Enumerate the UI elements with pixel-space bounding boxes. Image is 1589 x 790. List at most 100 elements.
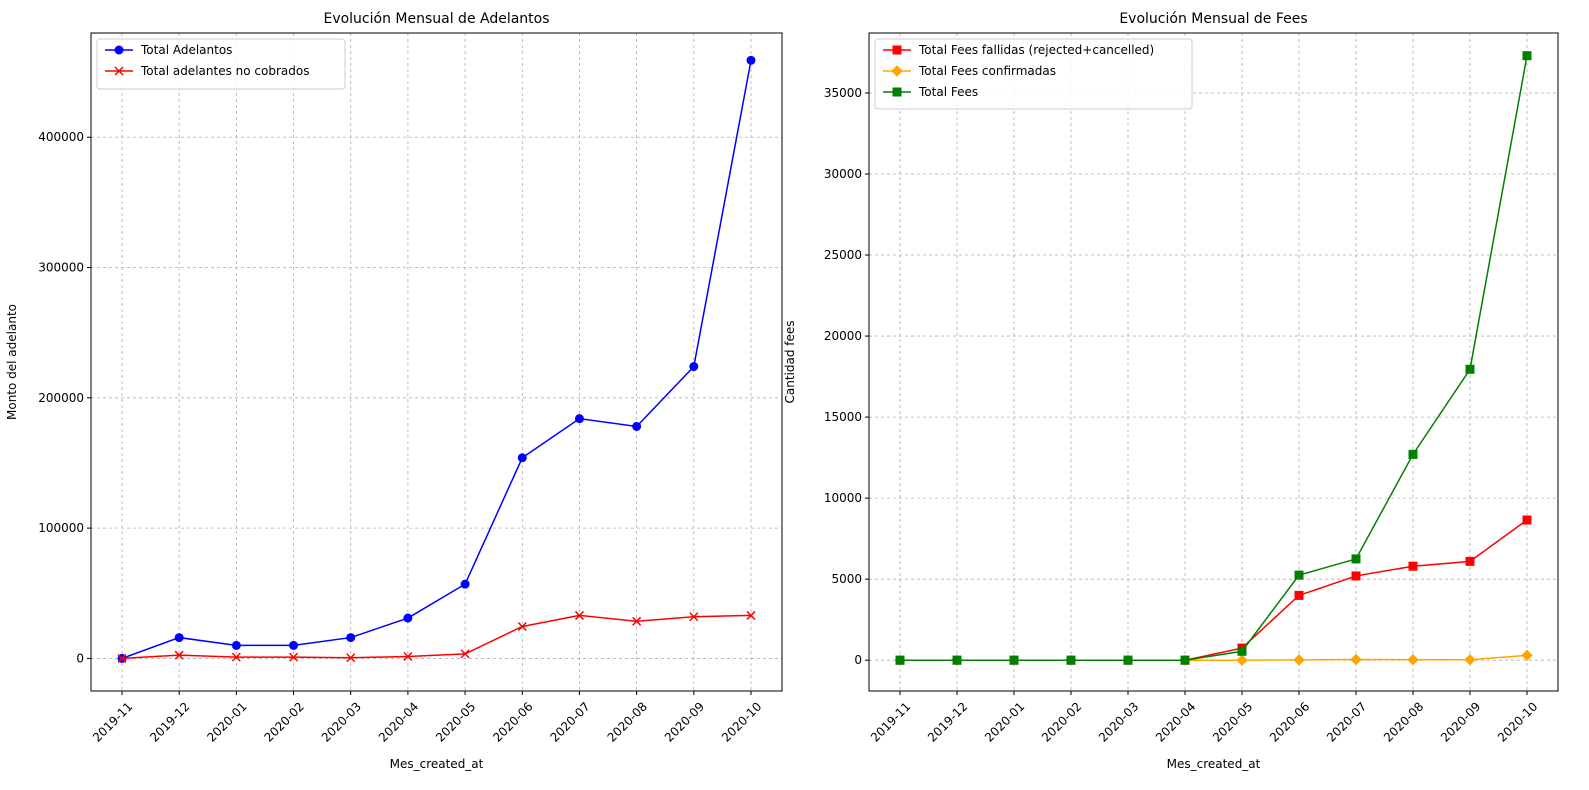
- series-line-1: [900, 519, 1528, 661]
- legend-label: Total Fees: [918, 85, 978, 99]
- data-point: [346, 653, 356, 663]
- y-tick-label: 10000: [824, 491, 862, 505]
- data-point: [689, 362, 699, 372]
- data-point: [1066, 655, 1076, 665]
- chart-title: Evolución Mensual de Adelantos: [323, 11, 549, 27]
- legend-marker: [892, 45, 902, 55]
- data-point: [1521, 649, 1533, 662]
- data-point: [517, 453, 527, 463]
- plot-frame: [90, 32, 783, 692]
- y-tick-label: 15000: [824, 410, 862, 424]
- data-point: [746, 610, 756, 620]
- chart-title: Evolución Mensual de Fees: [1119, 11, 1307, 27]
- data-point: [1180, 655, 1190, 665]
- y-tick-label: 0: [854, 653, 862, 667]
- data-point: [689, 612, 699, 622]
- x-tick-label: 2020-06: [1267, 699, 1312, 744]
- x-tick-label: 2020-06: [490, 699, 535, 744]
- data-point: [895, 655, 905, 665]
- legend-marker: [892, 87, 902, 97]
- data-point: [403, 613, 413, 623]
- y-axis-label: Monto del adelanto: [5, 304, 19, 420]
- legend-marker: [891, 65, 903, 77]
- x-tick-label: 2019-11: [868, 699, 913, 744]
- x-tick-label: 2020-01: [204, 699, 249, 744]
- chart-2: 2019-11 2019-12 2020-01 2020-02 2020-03 2020-…: [783, 11, 1559, 771]
- legend-marker: [114, 66, 124, 76]
- legend-marker: [114, 45, 124, 55]
- x-tick-label: 2020-04: [376, 699, 421, 744]
- legend-label: Total Adelantos: [140, 43, 232, 57]
- data-point: [1522, 515, 1532, 525]
- y-tick-label: 30000: [824, 167, 862, 181]
- x-axis-label: Mes_created_at: [390, 757, 484, 771]
- x-tick-label: 2019-12: [147, 699, 192, 744]
- legend: Total Fees fallidas (rejected+cancelled)…: [874, 38, 1193, 110]
- data-point: [460, 649, 470, 659]
- data-point: [1465, 364, 1475, 374]
- legend-label: Total Fees fallidas (rejected+cancelled): [918, 43, 1154, 57]
- x-tick-label: 2020-07: [547, 699, 592, 744]
- x-tick-label: 2020-03: [319, 699, 364, 744]
- data-point: [517, 621, 527, 632]
- x-tick-label: 2020-10: [719, 699, 764, 744]
- x-tick-label: 2020-05: [1210, 699, 1255, 744]
- legend: Total Adelantos Total adelantes no cobrad…: [96, 38, 346, 90]
- x-tick-label: 2020-02: [1039, 699, 1084, 744]
- data-point: [632, 421, 642, 431]
- data-point: [1465, 556, 1475, 566]
- y-tick-label: 300000: [38, 261, 84, 275]
- series-line-1: [121, 60, 752, 660]
- x-tick-label: 2020-04: [1153, 699, 1198, 744]
- data-point: [1351, 554, 1361, 564]
- y-axis-label: Cantidad fees: [783, 320, 797, 403]
- data-point: [403, 651, 413, 662]
- series-line-2: [121, 614, 752, 660]
- data-point: [289, 652, 299, 662]
- y-tick-label: 5000: [831, 572, 862, 586]
- plot-frame: [868, 32, 1559, 692]
- data-point: [632, 616, 642, 626]
- data-point: [574, 414, 584, 424]
- data-point: [1293, 654, 1305, 666]
- data-point: [231, 652, 241, 662]
- x-tick-label: 2019-11: [90, 699, 135, 744]
- legend-box: [96, 38, 346, 90]
- chart-1: 2019-11 2019-12 2020-01 2020-02 2020-03 2020-…: [5, 11, 783, 771]
- x-tick-label: 2020-09: [1438, 699, 1483, 744]
- x-tick-label: 2020-08: [605, 699, 650, 744]
- data-point: [1294, 590, 1304, 600]
- data-point: [1464, 654, 1476, 666]
- data-point: [1407, 654, 1419, 666]
- x-axis-label: Mes_created_at: [1167, 757, 1261, 771]
- data-point: [1123, 655, 1133, 665]
- x-tick-label: 2020-01: [982, 699, 1027, 744]
- x-tick-label: 2020-05: [433, 699, 478, 744]
- data-point: [1522, 51, 1532, 61]
- y-tick-label: 100000: [38, 521, 84, 535]
- data-point: [231, 640, 241, 650]
- y-tick-label: 200000: [38, 391, 84, 405]
- y-tick-label: 25000: [824, 248, 862, 262]
- data-point: [1009, 655, 1019, 665]
- y-tick-label: 400000: [38, 130, 84, 144]
- data-point: [117, 653, 127, 663]
- data-point: [1236, 654, 1248, 666]
- data-point: [1237, 646, 1247, 656]
- x-tick-label: 2019-12: [925, 699, 970, 744]
- y-tick-label: 35000: [824, 86, 862, 100]
- legend-label: Total Fees confirmadas: [918, 64, 1056, 78]
- data-point: [1294, 570, 1304, 580]
- data-point: [1408, 561, 1418, 571]
- x-tick-label: 2020-10: [1495, 699, 1540, 744]
- data-point: [289, 640, 299, 650]
- data-point: [1408, 449, 1418, 459]
- data-point: [174, 633, 184, 643]
- data-point: [746, 55, 756, 65]
- x-tick-label: 2020-08: [1381, 699, 1426, 744]
- data-point: [952, 655, 962, 665]
- legend-box: [874, 38, 1193, 110]
- legend-label: Total adelantes no cobrados: [140, 64, 309, 78]
- data-point: [174, 650, 184, 660]
